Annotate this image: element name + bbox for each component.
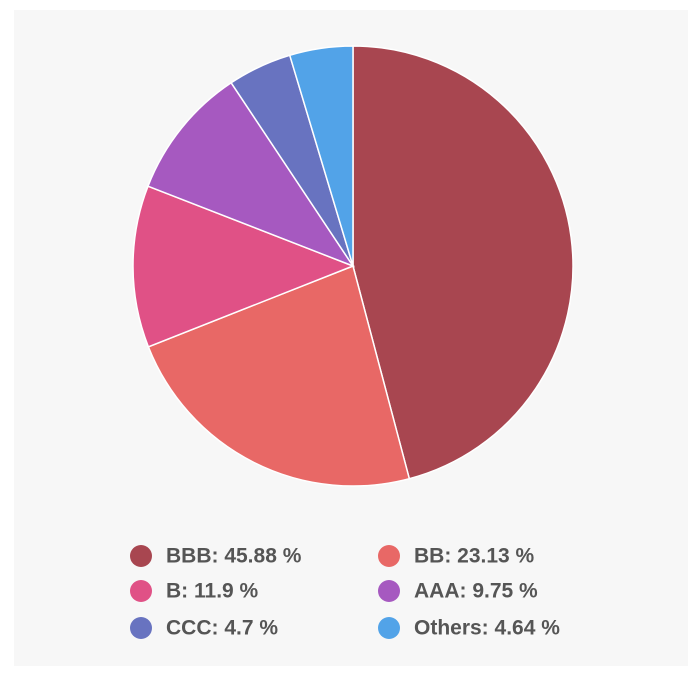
legend-marker — [378, 617, 400, 639]
pie-slice — [147, 264, 411, 487]
legend-marker — [130, 580, 152, 602]
legend-label: AAA: 9.75 % — [414, 580, 538, 603]
pie-slice — [352, 45, 574, 480]
legend-marker — [378, 580, 400, 602]
legend-label: BBB: 45.88 % — [166, 545, 302, 568]
legend-label: Others: 4.64 % — [414, 617, 560, 640]
pie-slice — [288, 45, 354, 267]
legend-marker — [130, 617, 152, 639]
pie-slice — [132, 185, 356, 348]
legend-label: CCC: 4.7 % — [166, 617, 278, 640]
legend-marker — [130, 545, 152, 567]
pie-slice — [147, 81, 355, 268]
legend-label: BB: 23.13 % — [414, 545, 535, 568]
legend-label: B: 11.9 % — [166, 580, 259, 603]
legend-marker — [378, 545, 400, 567]
